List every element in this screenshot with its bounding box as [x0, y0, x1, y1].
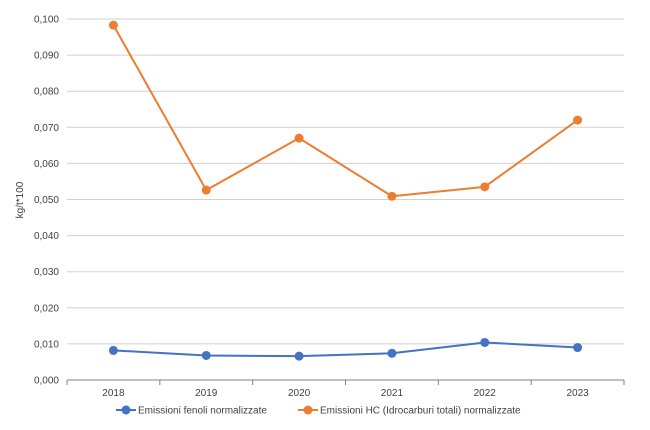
data-point-hc: [201, 185, 211, 195]
data-point-hc: [480, 182, 490, 192]
data-point-hc: [387, 191, 397, 201]
x-tick-label: 2022: [474, 388, 497, 399]
legend-label: Emissioni HC (Idrocarburi totali) normal…: [320, 406, 521, 417]
y-tick-label: 0,060: [34, 159, 59, 170]
legend-item: Emissioni HC (Idrocarburi totali) normal…: [298, 405, 521, 417]
series-line-fenoli: [113, 341, 578, 358]
x-tick-label: 2019: [195, 388, 218, 399]
y-tick-label: 0,030: [34, 267, 59, 278]
legend-item: Emissioni fenoli normalizzate: [116, 405, 267, 417]
data-point-fenoli: [294, 351, 304, 361]
legend: Emissioni fenoli normalizzate Emissioni H…: [116, 405, 521, 417]
data-point-hc: [294, 133, 304, 143]
x-tick-label: 2020: [288, 388, 311, 399]
data-point-hc: [573, 115, 583, 125]
legend-label: Emissioni fenoli normalizzate: [138, 406, 267, 417]
tick-labels: 0,000 0,010 0,020 0,030 0,040 0,050 0,060 0,070…: [34, 15, 589, 400]
x-tick-label: 2023: [566, 388, 589, 399]
x-tick-label: 2021: [381, 388, 404, 399]
series-line-hc: [112, 24, 579, 198]
y-tick-label: 0,020: [34, 303, 59, 314]
y-tick-label: 0,070: [34, 123, 59, 134]
data-point-fenoli: [387, 348, 397, 358]
y-tick-label: 0,090: [34, 51, 59, 62]
gridlines: [67, 18, 624, 345]
x-tick-label: 2018: [102, 388, 125, 399]
axes: [66, 379, 625, 385]
data-point-fenoli: [573, 343, 583, 353]
legend-swatch-marker: [303, 405, 313, 415]
legend-swatch-marker: [121, 405, 131, 415]
y-tick-label: 0,000: [34, 376, 59, 387]
y-tick-label: 0,040: [34, 231, 59, 242]
y-tick-label: 0,050: [34, 195, 59, 206]
y-tick-label: 0,100: [34, 15, 59, 26]
y-tick-label: 0,080: [34, 87, 59, 98]
data-point-fenoli: [201, 350, 211, 360]
y-tick-label: 0,010: [34, 339, 59, 350]
data-point-fenoli: [108, 345, 118, 355]
y-axis-title: kg/t*100: [15, 181, 26, 218]
series-group: [108, 20, 583, 361]
data-point-fenoli: [480, 337, 490, 347]
data-point-hc: [108, 20, 118, 30]
